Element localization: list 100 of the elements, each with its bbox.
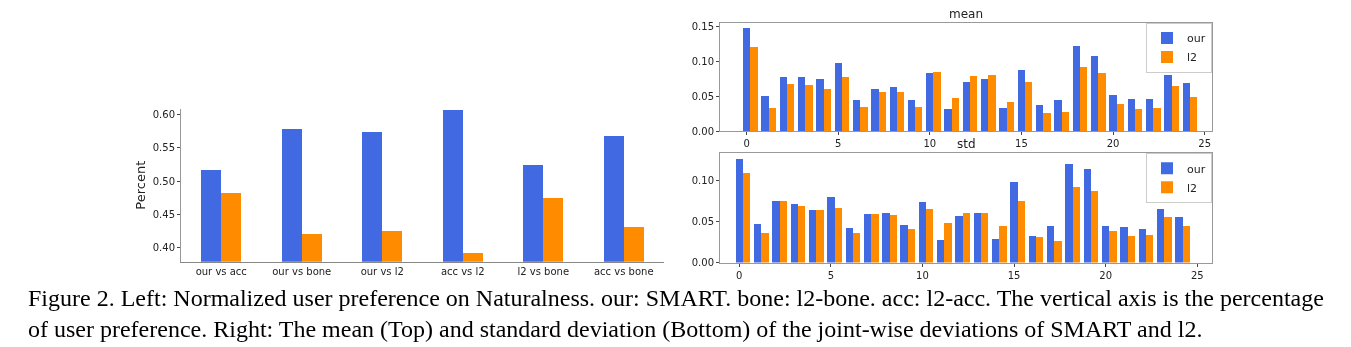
bar [1065,163,1073,263]
bar [1139,228,1146,263]
bar [761,232,769,263]
bar [1120,226,1128,263]
bar [1172,85,1179,132]
bar [769,107,776,132]
x-tick-label: 25 [1190,269,1204,281]
bar [999,107,1007,132]
x-tick-label: 20 [1099,269,1113,281]
bar [1183,82,1190,132]
bar [787,83,794,132]
bar [1047,225,1054,263]
bar [908,99,915,132]
bar [1109,94,1117,132]
bar [743,27,750,132]
bar [750,46,758,132]
bar [1164,216,1172,263]
bar [743,172,750,263]
bar [1146,98,1153,132]
legend-label: our [1187,32,1206,46]
x-tick-label: 5 [835,138,842,150]
bar [780,76,787,132]
bar [1183,225,1190,263]
bar [879,91,886,132]
x-tick-label: acc vs l2 [440,265,485,277]
x-tick-label: 20 [1106,138,1120,150]
bar [1054,240,1062,263]
bar [1102,225,1109,263]
bar [952,97,959,132]
bar [890,214,897,263]
bar [1025,81,1032,132]
chart-title: std [957,137,976,151]
bar [944,108,952,132]
bar [1175,216,1183,263]
bar [864,213,871,263]
bar [1007,101,1014,132]
bar [809,209,816,263]
bar [1091,190,1098,263]
bar [1128,98,1135,132]
bar [988,74,996,132]
x-tick-label: our vs acc [195,265,247,277]
bar [798,76,805,132]
bar [835,62,842,132]
legend-label: our [1187,162,1206,176]
bar [970,75,977,132]
bar [1054,99,1062,132]
bar [736,158,743,263]
bar [842,76,849,132]
bar [1128,235,1135,263]
bar [754,223,761,263]
bar [919,201,926,263]
bar [835,207,842,263]
bar [816,78,824,132]
x-tick-label: 0 [736,269,743,281]
chart-title: mean [949,7,984,21]
x-tick-label: 15 [1015,138,1028,150]
bar [1029,235,1036,263]
bar [937,239,944,263]
bar [999,225,1007,263]
y-tick-label: 0.10 [691,175,714,187]
bar [890,86,897,132]
y-tick-label: 0.00 [691,125,714,137]
bar [1190,96,1197,132]
y-tick-label: 0.45 [152,208,175,220]
bar [871,88,879,132]
bar [1062,111,1069,132]
bar [1098,72,1106,132]
bar [926,72,933,132]
bar [846,227,853,263]
bar [1018,69,1025,132]
bar [772,200,780,263]
bar [974,212,981,263]
bar [1010,181,1018,263]
bar [908,228,915,263]
bar [981,212,988,263]
bar [1117,103,1124,132]
bar [882,212,890,263]
bar [897,91,904,132]
y-tick-label: 0.10 [691,56,714,68]
bar [1135,108,1142,132]
bar [1157,208,1164,263]
legend-label: l2 [1187,181,1198,195]
bar [981,78,988,132]
bar [798,205,805,263]
y-axis-title: Percent [132,160,148,210]
y-tick-label: 0.00 [691,257,714,269]
y-tick-label: 0.40 [152,242,175,254]
bar [853,99,860,132]
bar [1146,234,1153,263]
x-tick-label: 15 [1007,269,1021,281]
bar [926,208,933,263]
y-tick-label: 0.05 [691,90,714,102]
x-tick-label: acc vs bone [593,265,654,277]
x-tick-label: our vs l2 [360,265,404,277]
legend-label: l2 [1187,51,1198,65]
bar [860,106,868,132]
x-tick-label: 10 [923,138,937,150]
bar [1043,112,1051,132]
bar [871,213,879,263]
x-tick-label: 10 [916,269,929,281]
